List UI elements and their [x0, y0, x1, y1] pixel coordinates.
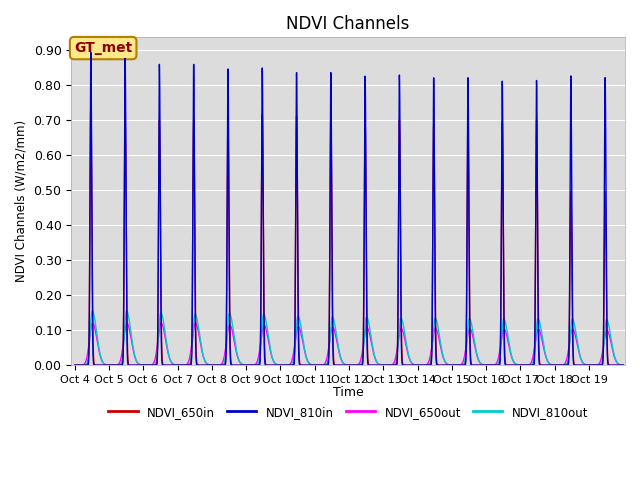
NDVI_650in	[620, 362, 627, 368]
NDVI_650in	[99, 362, 106, 368]
NDVI_810in	[419, 362, 427, 368]
NDVI_810out	[99, 358, 106, 364]
NDVI_810in	[396, 72, 403, 78]
NDVI_650out	[99, 359, 106, 364]
NDVI_650in	[419, 362, 427, 368]
NDVI_810in	[507, 362, 515, 368]
NDVI_810in	[99, 362, 106, 368]
Text: GT_met: GT_met	[74, 41, 132, 55]
NDVI_650out	[419, 362, 427, 368]
Line: NDVI_810out: NDVI_810out	[75, 311, 623, 365]
NDVI_650in	[477, 362, 485, 368]
Line: NDVI_810in: NDVI_810in	[75, 52, 623, 365]
NDVI_650in	[87, 101, 95, 107]
NDVI_810out	[507, 349, 515, 355]
NDVI_650out	[269, 358, 277, 364]
NDVI_650in	[396, 117, 403, 123]
NDVI_810out	[419, 362, 427, 368]
Line: NDVI_650in: NDVI_650in	[75, 104, 623, 365]
NDVI_810in	[269, 362, 277, 368]
NDVI_650in	[71, 362, 79, 368]
NDVI_650out	[71, 362, 79, 368]
NDVI_650in	[507, 362, 515, 368]
NDVI_650out	[507, 351, 515, 357]
NDVI_810out	[71, 362, 79, 368]
NDVI_650out	[396, 331, 403, 336]
NDVI_810in	[477, 362, 485, 368]
Line: NDVI_650out: NDVI_650out	[75, 323, 623, 365]
Legend: NDVI_650in, NDVI_810in, NDVI_650out, NDVI_810out: NDVI_650in, NDVI_810in, NDVI_650out, NDV…	[103, 401, 593, 423]
NDVI_650out	[620, 362, 627, 368]
NDVI_810out	[477, 361, 485, 367]
NDVI_650in	[269, 362, 277, 368]
NDVI_650out	[477, 361, 485, 367]
NDVI_810in	[87, 49, 95, 55]
NDVI_810out	[620, 362, 627, 368]
Title: NDVI Channels: NDVI Channels	[287, 15, 410, 33]
X-axis label: Time: Time	[333, 386, 364, 399]
NDVI_810out	[88, 308, 96, 314]
NDVI_810in	[71, 362, 79, 368]
NDVI_650out	[89, 320, 97, 326]
NDVI_810out	[396, 325, 403, 331]
NDVI_810in	[620, 362, 627, 368]
NDVI_810out	[269, 358, 277, 363]
Y-axis label: NDVI Channels (W/m2/mm): NDVI Channels (W/m2/mm)	[15, 120, 28, 282]
